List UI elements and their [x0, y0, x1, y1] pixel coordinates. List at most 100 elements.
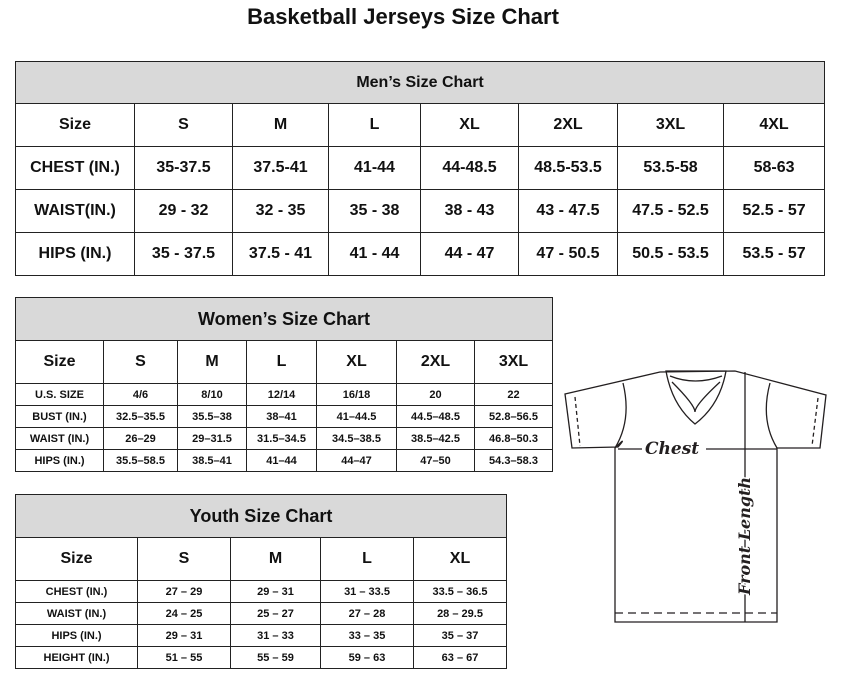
- value-cell: 43 - 47.5: [518, 189, 618, 233]
- value-cell: 41–44: [246, 449, 317, 472]
- value-cell: 27 – 28: [320, 602, 414, 625]
- header-cell: Size: [15, 103, 135, 147]
- value-cell: 35 - 38: [328, 189, 421, 233]
- value-cell: 28 – 29.5: [412, 602, 508, 625]
- row-label: HIPS (IN.): [15, 449, 104, 472]
- value-cell: 35 – 37: [412, 624, 508, 647]
- row-label: HEIGHT (IN.): [15, 646, 138, 669]
- row-label: WAIST (IN.): [15, 602, 138, 625]
- value-cell: 32.5–35.5: [103, 405, 178, 428]
- value-cell: 27 – 29: [137, 580, 231, 603]
- table-row: BUST (IN.) 32.5–35.5 35.5–38 38–41 41–44.5 44…: [15, 405, 554, 428]
- value-cell: 47 - 50.5: [518, 232, 618, 276]
- value-cell: 37.5 - 41: [232, 232, 329, 276]
- value-cell: 44 - 47: [420, 232, 519, 276]
- value-cell: 46.8–50.3: [473, 427, 554, 450]
- row-label: HIPS (IN.): [15, 624, 138, 647]
- value-cell: 32 - 35: [232, 189, 329, 233]
- value-cell: 16/18: [316, 383, 397, 406]
- value-cell: 22: [473, 383, 554, 406]
- table-row: WAIST (IN.) 24 – 25 25 – 27 27 – 28 28 – 29.…: [15, 602, 508, 625]
- value-cell: 34.5–38.5: [316, 427, 397, 450]
- row-label: U.S. SIZE: [15, 383, 104, 406]
- table-row: U.S. SIZE 4/6 8/10 12/14 16/18 20 22: [15, 383, 554, 406]
- header-cell: L: [320, 537, 414, 581]
- value-cell: 44-48.5: [420, 146, 519, 190]
- value-cell: 54.3–58.3: [473, 449, 554, 472]
- value-cell: 44–47: [316, 449, 397, 472]
- value-cell: 31 – 33: [230, 624, 321, 647]
- table-title: Youth Size Chart: [14, 494, 508, 538]
- value-cell: 47.5 - 52.5: [617, 189, 724, 233]
- row-label: CHEST (IN.): [15, 580, 138, 603]
- jersey-outline: [564, 370, 827, 623]
- table-title: Women’s Size Chart: [14, 297, 554, 341]
- value-cell: 41–44.5: [316, 405, 397, 428]
- value-cell: 29 - 32: [134, 189, 233, 233]
- value-cell: 53.5 - 57: [722, 232, 826, 276]
- header-cell: S: [103, 340, 178, 384]
- value-cell: 44.5–48.5: [396, 405, 475, 428]
- header-cell: S: [134, 103, 233, 147]
- size-header-row: Size S M L XL 2XL 3XL 4XL: [15, 103, 826, 147]
- value-cell: 59 – 63: [320, 646, 414, 669]
- value-cell: 55 – 59: [230, 646, 321, 669]
- header-cell: 4XL: [722, 103, 826, 147]
- front-length-label: Front Length: [735, 477, 754, 596]
- header-cell: M: [232, 103, 329, 147]
- value-cell: 29 – 31: [137, 624, 231, 647]
- value-cell: 37.5-41: [232, 146, 329, 190]
- value-cell: 52.8–56.5: [473, 405, 554, 428]
- header-cell: 2XL: [396, 340, 475, 384]
- value-cell: 53.5-58: [617, 146, 724, 190]
- table-row: HIPS (IN.) 35.5–58.5 38.5–41 41–44 44–47 47–5…: [15, 449, 554, 472]
- table-row: CHEST (IN.) 27 – 29 29 – 31 31 – 33.5 33.5 –…: [15, 580, 508, 603]
- row-label: CHEST (IN.): [15, 146, 135, 190]
- table-row: WAIST(IN.) 29 - 32 32 - 35 35 - 38 38 - 43 43…: [15, 189, 826, 233]
- jersey-diagram: Chest Front Length: [564, 370, 827, 623]
- youth-size-table: Youth Size Chart Size S M L XL CHEST (IN.) 27 –…: [14, 494, 508, 669]
- table-row: HEIGHT (IN.) 51 – 55 55 – 59 59 – 63 63 – 67: [15, 646, 508, 669]
- header-cell: L: [328, 103, 421, 147]
- header-cell: M: [177, 340, 247, 384]
- value-cell: 35 - 37.5: [134, 232, 233, 276]
- size-header-row: Size S M L XL 2XL 3XL: [15, 340, 554, 384]
- value-cell: 8/10: [177, 383, 247, 406]
- header-cell: 3XL: [473, 340, 554, 384]
- mens-size-table: Men’s Size Chart Size S M L XL 2XL 3XL 4XL CHEST …: [14, 61, 826, 276]
- header-cell: 2XL: [518, 103, 618, 147]
- value-cell: 35.5–38: [177, 405, 247, 428]
- header-cell: XL: [420, 103, 519, 147]
- value-cell: 47–50: [396, 449, 475, 472]
- value-cell: 25 – 27: [230, 602, 321, 625]
- value-cell: 38 - 43: [420, 189, 519, 233]
- header-cell: S: [137, 537, 231, 581]
- table-row: WAIST (IN.) 26–29 29–31.5 31.5–34.5 34.5–38.…: [15, 427, 554, 450]
- table-row: CHEST (IN.) 35-37.5 37.5-41 41-44 44-48.5 48.…: [15, 146, 826, 190]
- table-title: Men’s Size Chart: [14, 61, 826, 104]
- value-cell: 20: [396, 383, 475, 406]
- value-cell: 33.5 – 36.5: [412, 580, 508, 603]
- chest-label: Chest: [645, 439, 699, 459]
- value-cell: 48.5-53.5: [518, 146, 618, 190]
- value-cell: 12/14: [246, 383, 317, 406]
- header-cell: L: [246, 340, 317, 384]
- value-cell: 38.5–42.5: [396, 427, 475, 450]
- row-label: WAIST(IN.): [15, 189, 135, 233]
- header-cell: 3XL: [617, 103, 724, 147]
- header-cell: Size: [15, 340, 104, 384]
- value-cell: 31.5–34.5: [246, 427, 317, 450]
- value-cell: 63 – 67: [412, 646, 508, 669]
- value-cell: 29 – 31: [230, 580, 321, 603]
- row-label: BUST (IN.): [15, 405, 104, 428]
- value-cell: 29–31.5: [177, 427, 247, 450]
- value-cell: 35.5–58.5: [103, 449, 178, 472]
- header-cell: M: [230, 537, 321, 581]
- value-cell: 26–29: [103, 427, 178, 450]
- value-cell: 4/6: [103, 383, 178, 406]
- value-cell: 41 - 44: [328, 232, 421, 276]
- row-label: HIPS (IN.): [15, 232, 135, 276]
- value-cell: 41-44: [328, 146, 421, 190]
- row-label: WAIST (IN.): [15, 427, 104, 450]
- page-title: Basketball Jerseys Size Chart: [247, 4, 559, 29]
